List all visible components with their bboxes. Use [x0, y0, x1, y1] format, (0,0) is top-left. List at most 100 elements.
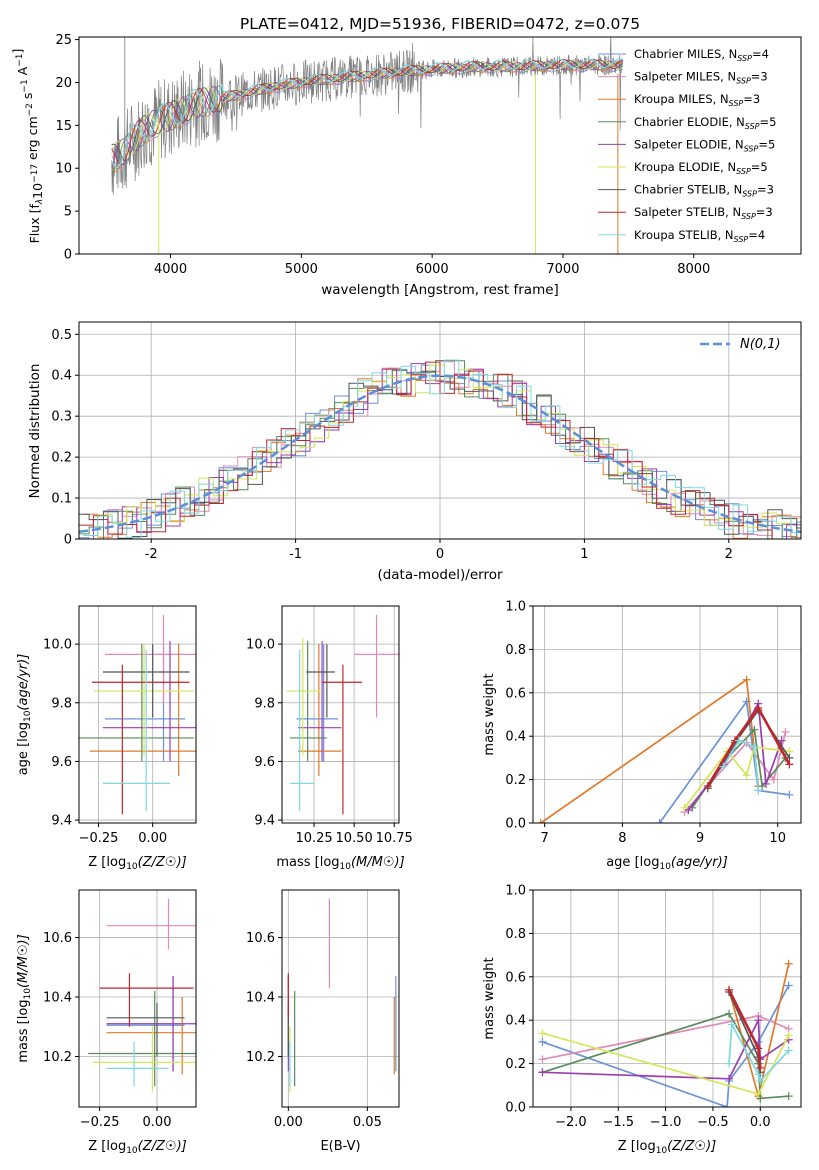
- x-tick-label: -1: [289, 547, 302, 562]
- data-point-marker: [538, 1037, 547, 1046]
- plot-area: [286, 614, 399, 815]
- mass-weight-series-line: [683, 731, 787, 813]
- model-spectrum-line: [111, 59, 623, 162]
- model-spectrum-line: [111, 60, 623, 168]
- y-axis-label: mass weight: [482, 957, 497, 1039]
- legend-label: Kroupa MILES, NSSP=3: [634, 92, 760, 108]
- data-point-marker: [756, 1094, 765, 1103]
- y-axis-label: mass weight: [482, 673, 497, 755]
- data-point-marker: [784, 1046, 793, 1055]
- plot-area: [88, 898, 196, 1093]
- y-tick-label: 0.2: [505, 1057, 526, 1072]
- y-tick-label: 10.4: [246, 991, 275, 1006]
- legend-label: N(0,1): [740, 337, 781, 352]
- y-axis-label: Normed distribution: [27, 364, 43, 499]
- histogram-step-line: [79, 364, 801, 539]
- data-point-marker: [754, 1070, 763, 1079]
- x-tick-label: −1.0: [650, 1115, 682, 1130]
- data-point-marker: [750, 725, 759, 734]
- plot-area: [79, 359, 801, 539]
- y-tick-label: 10.2: [246, 1050, 275, 1065]
- x-axis-label: mass [log10(M/M☉)]: [276, 855, 404, 872]
- y-tick-label: 9.6: [51, 755, 72, 770]
- plot-area: [536, 675, 794, 823]
- x-tick-label: 0.00: [138, 831, 167, 846]
- y-tick-label: 10.4: [43, 991, 72, 1006]
- x-tick-label: 0: [436, 547, 444, 562]
- data-point-marker: [750, 743, 759, 752]
- y-tick-label: 0.8: [505, 643, 526, 658]
- data-point-marker: [784, 981, 793, 990]
- x-tick-label: −1.5: [602, 1115, 634, 1130]
- y-tick-label: 0.0: [505, 1101, 526, 1116]
- data-point-marker: [538, 1029, 547, 1038]
- y-tick-label: 10.6: [43, 931, 72, 946]
- y-axis-label: mass [log10(M/M☉)]: [16, 934, 33, 1062]
- y-tick-label: 0.4: [505, 1014, 526, 1029]
- data-point-marker: [725, 1009, 734, 1018]
- data-point-marker: [538, 1055, 547, 1064]
- data-point-marker: [754, 786, 763, 795]
- x-axis-label: E(B-V): [320, 1139, 360, 1154]
- y-tick-label: 0.4: [51, 369, 72, 384]
- y-tick-label: 1.0: [505, 600, 526, 615]
- axes-frame: [281, 605, 400, 824]
- y-tick-label: 0.8: [505, 927, 526, 942]
- x-tick-label: -2: [145, 547, 158, 562]
- age-vs-metallicity-panel: −0.25 0.00 9.4 9.6 9.8 10.0 Z [log10(Z/Z☉)] age…: [16, 605, 197, 872]
- data-point-marker: [785, 790, 794, 799]
- data-point-marker: [754, 1016, 763, 1025]
- plot-area: [111, 37, 624, 254]
- x-tick-label: 2: [725, 547, 733, 562]
- x-axis-label: (data-model)/error: [377, 567, 503, 583]
- x-tick-label: 8: [618, 831, 626, 846]
- x-tick-label: 10.50: [336, 831, 373, 846]
- mass-weight-series-line: [706, 705, 791, 787]
- spectrum-panel: 4000 5000 6000 7000 8000 0 5 10 15 20 25 Chabrier M…: [10, 33, 802, 298]
- x-tick-label: 9: [696, 831, 704, 846]
- x-axis-label: Z [log10(Z/Z☉)]: [618, 1139, 716, 1156]
- x-tick-label: −2.0: [555, 1115, 587, 1130]
- y-tick-label: 20: [55, 76, 72, 91]
- y-tick-label: 0: [64, 248, 72, 263]
- plot-area: [287, 898, 397, 1093]
- data-point-marker: [680, 803, 689, 812]
- x-axis-label: wavelength [Angstrom, rest frame]: [321, 282, 559, 298]
- x-tick-label: 0.00: [274, 1115, 303, 1130]
- data-point-marker: [725, 1074, 734, 1083]
- y-tick-label: 0: [64, 533, 72, 548]
- data-point-marker: [785, 760, 794, 769]
- x-tick-label: 10: [769, 831, 786, 846]
- data-point-marker: [742, 771, 751, 780]
- data-point-marker: [742, 675, 751, 684]
- y-tick-label: 10.6: [246, 931, 275, 946]
- data-point-marker: [703, 782, 712, 791]
- legend-label: Kroupa ELODIE, NSSP=5: [634, 160, 768, 176]
- x-axis-label: Z [log10(Z/Z☉)]: [88, 1139, 186, 1156]
- y-tick-label: 9.8: [254, 696, 275, 711]
- y-tick-label: 10.0: [43, 638, 72, 653]
- legend-label: Kroupa STELIB, NSSP=4: [634, 228, 765, 244]
- histogram-step-line: [79, 371, 801, 539]
- x-axis-label: age [log10(age/yr)]: [606, 855, 728, 872]
- y-tick-label: 0.3: [51, 410, 72, 425]
- gaussian-reference-line: [79, 374, 801, 534]
- histogram-step-line: [79, 360, 801, 539]
- x-tick-label: −0.5: [697, 1115, 729, 1130]
- y-tick-label: 0.2: [505, 773, 526, 788]
- y-tick-label: 10.0: [246, 638, 275, 653]
- legend-label: Salpeter ELODIE, NSSP=5: [634, 137, 775, 153]
- axes-frame: [532, 605, 802, 824]
- data-point-marker: [784, 959, 793, 968]
- x-tick-label: 6000: [416, 262, 449, 277]
- data-point-marker: [756, 1063, 765, 1072]
- y-tick-label: 0.5: [51, 328, 72, 343]
- model-spectrum-line: [111, 61, 623, 175]
- y-tick-label: 0.4: [505, 730, 526, 745]
- y-axis-label: Flux [fλ10−17 erg cm−2 s−1 A−1]: [10, 49, 45, 244]
- plot-area: [538, 959, 793, 1107]
- axes-frame: [78, 36, 802, 255]
- data-point-marker: [538, 1068, 547, 1077]
- legend-label: Chabrier ELODIE, NSSP=5: [634, 115, 776, 131]
